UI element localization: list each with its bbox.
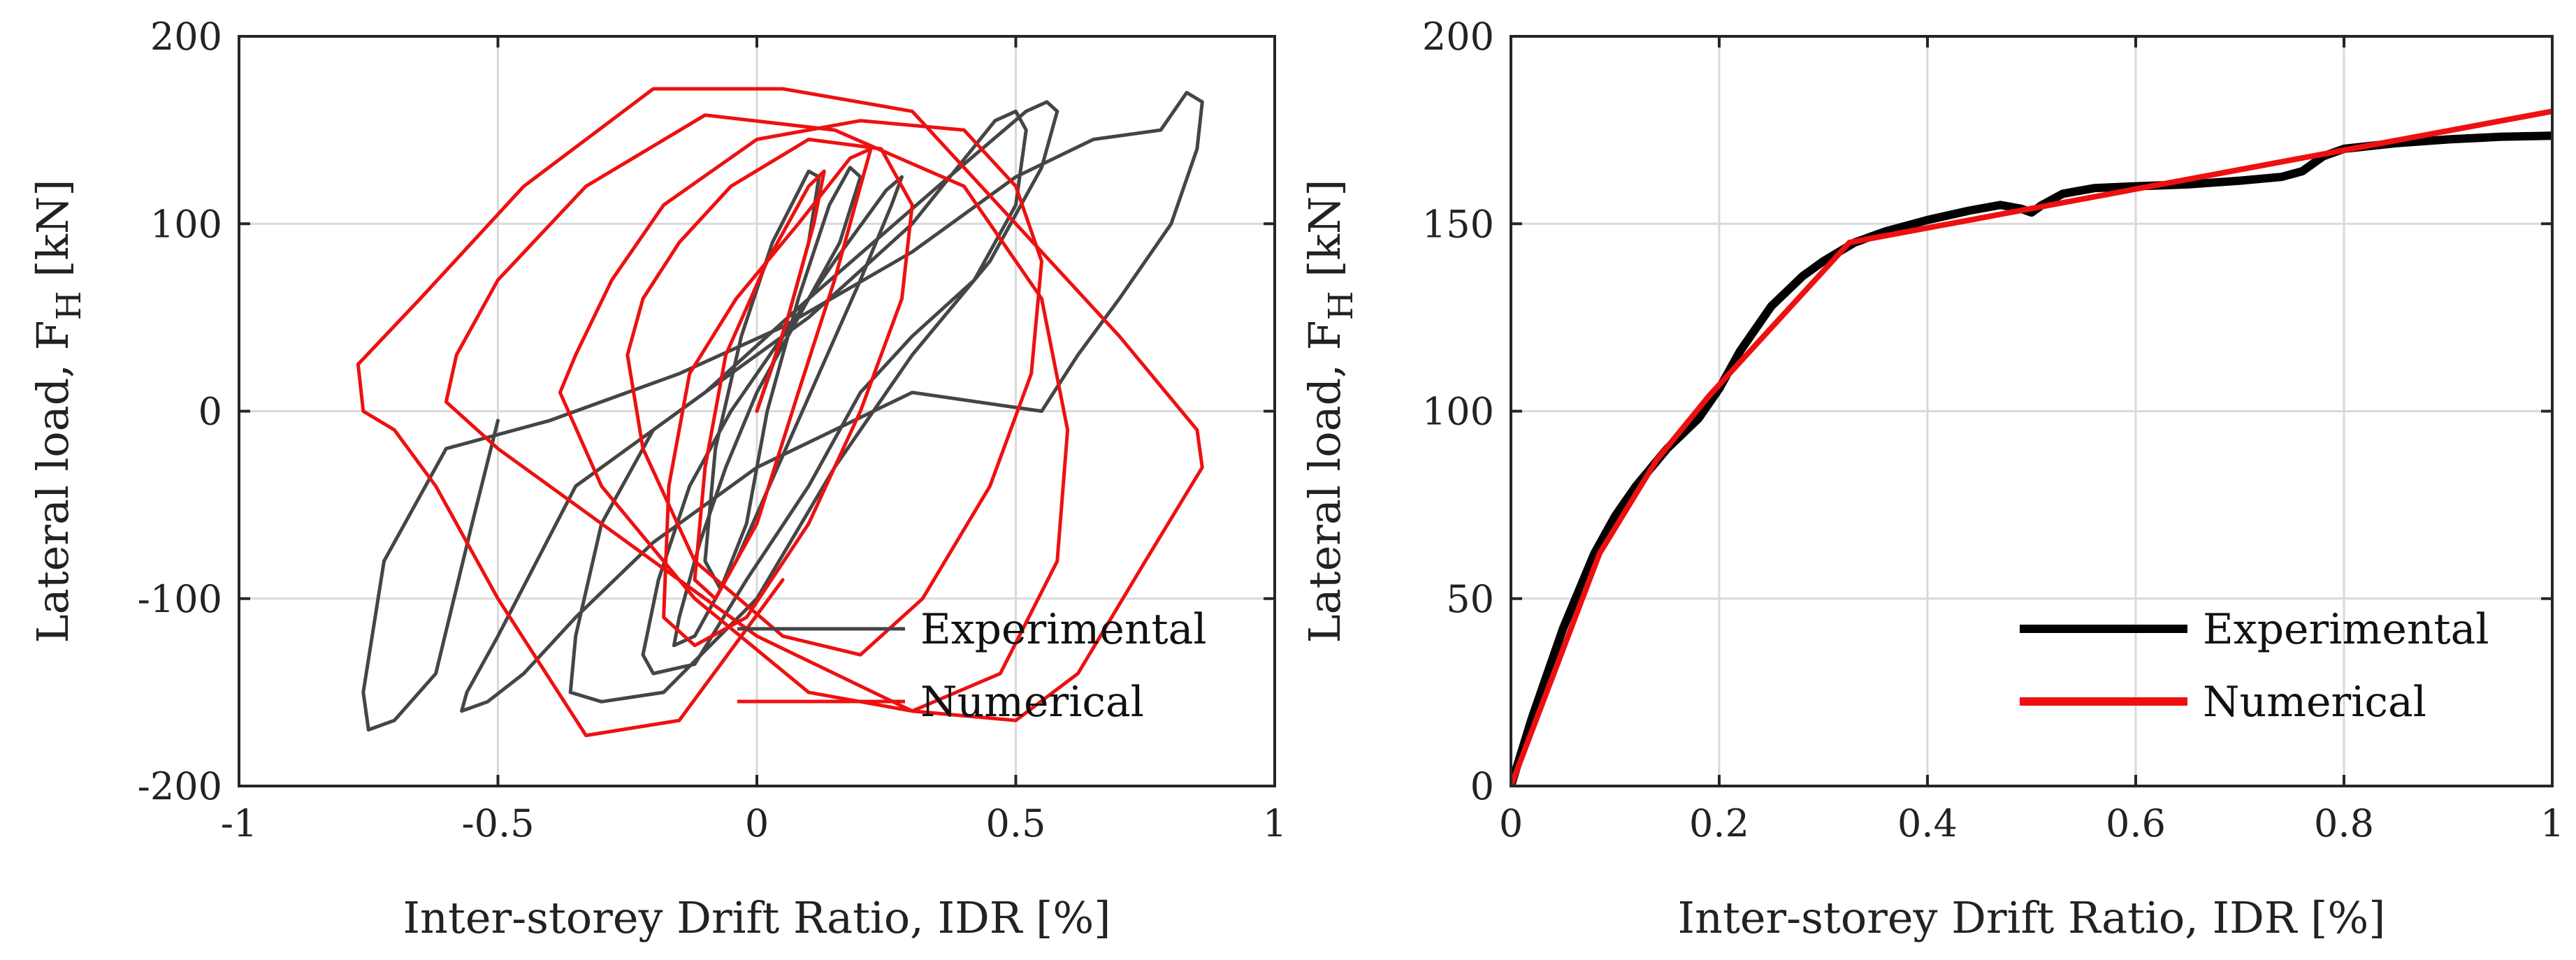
y-tick-label: -100 [138,577,222,621]
y-axis-label: Lateral load, FH [kN] [27,180,89,643]
y-tick-label: 0 [198,390,222,434]
x-axis-label: Inter-storey Drift Ratio, IDR [%] [1678,892,2386,943]
x-tick-label: -0.5 [461,801,534,845]
y-tick-label: 100 [1422,390,1494,434]
chart-left-hysteresis: -1 -0.5 0 0.5 1 -200 -100 0 100 200 Inter-storey D… [27,15,1287,943]
y-axis-label: Lateral load, FH [kN] [1299,180,1361,643]
x-tick-label: 0.8 [2314,801,2374,845]
series-experimental-line [361,91,1204,732]
y-tick-label: 100 [150,202,222,246]
series-numerical-line [356,87,1204,738]
x-tick-label: 1 [1263,801,1287,845]
y-tick-label: 150 [1422,202,1494,246]
y-tick-label: 50 [1446,577,1494,621]
legend: Experimental Numerical [2020,605,2489,727]
x-tick-label: 0 [745,801,769,845]
x-tick-label: -1 [221,801,258,845]
x-tick-label: 0.5 [986,801,1046,845]
y-tick-label: -200 [138,764,222,808]
legend-label-experimental: Experimental [2203,605,2489,654]
y-tick-label: 0 [1470,764,1494,808]
chart-right-envelope: 0 0.2 0.4 0.6 0.8 1 0 50 100 150 200 Inter-storey D… [1299,15,2564,943]
x-tick-label: 1 [2540,801,2564,845]
y-tick-label: 200 [150,15,222,59]
x-axis-label: Inter-storey Drift Ratio, IDR [%] [403,892,1111,943]
legend-label-numerical: Numerical [2203,678,2426,727]
series-numerical-line [1511,108,2552,786]
x-tick-label: 0.4 [1897,801,1958,845]
legend-label-experimental: Experimental [920,605,1207,654]
legend-label-numerical: Numerical [920,678,1144,727]
legend: Experimental Numerical [737,605,1207,727]
x-tick-label: 0.6 [2106,801,2166,845]
x-tick-label: 0 [1499,801,1523,845]
y-tick-label: 200 [1422,15,1494,59]
x-tick-label: 0.2 [1689,801,1749,845]
